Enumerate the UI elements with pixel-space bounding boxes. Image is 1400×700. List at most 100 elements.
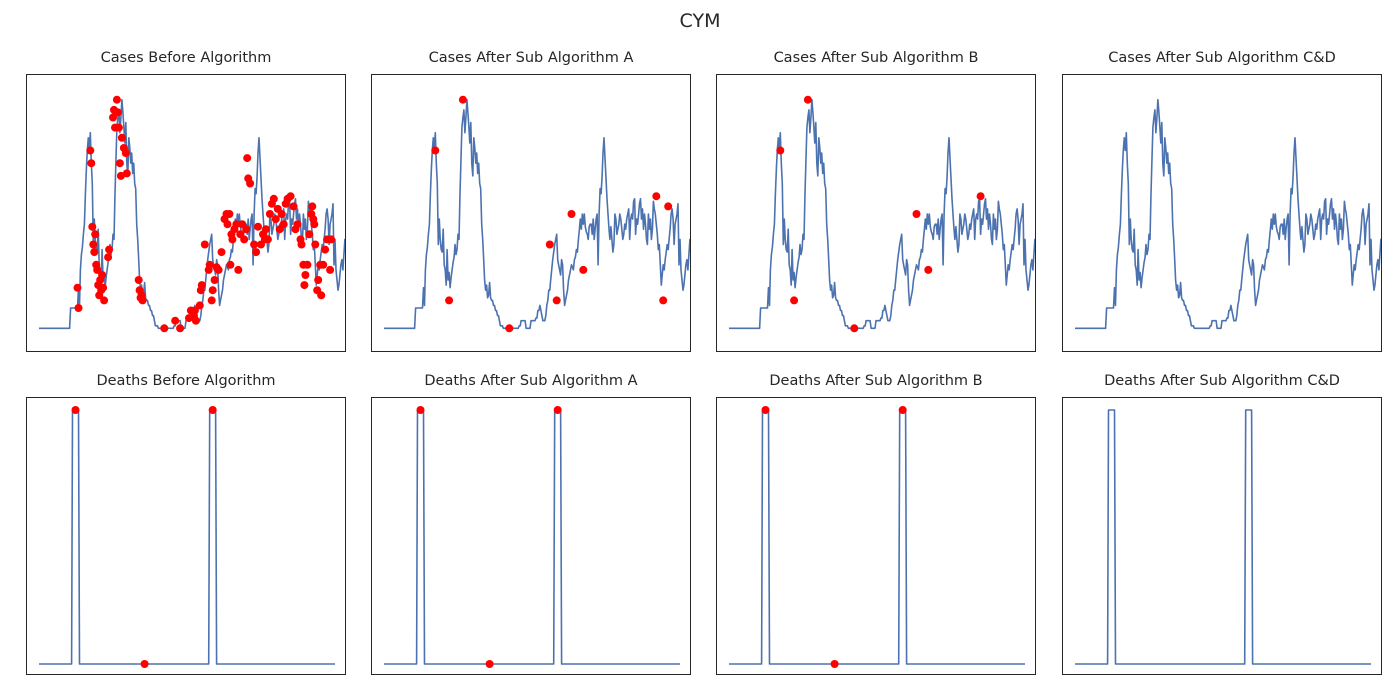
marker-point	[240, 235, 249, 244]
marker-point	[197, 281, 206, 290]
marker-point	[924, 265, 933, 274]
marker-point	[226, 260, 235, 269]
marker-point	[100, 296, 109, 305]
marker-point	[190, 306, 199, 315]
marker-point	[552, 296, 561, 305]
marker-point	[263, 235, 272, 244]
marker-point	[242, 225, 251, 234]
marker-point	[234, 265, 243, 274]
subplot-cases-3: Cases After Sub Algorithm B	[716, 50, 1036, 352]
marker-point	[246, 179, 255, 188]
marker-point	[776, 146, 785, 155]
plot-svg	[384, 95, 690, 333]
marker-point	[114, 123, 123, 132]
plot-svg	[1075, 409, 1371, 665]
marker-point	[250, 240, 259, 249]
marker-point	[317, 291, 326, 300]
marker-point	[790, 296, 799, 305]
marker-point	[314, 276, 323, 284]
marker-point	[138, 296, 147, 305]
plot-svg	[1075, 98, 1381, 330]
marker-point	[567, 210, 576, 218]
marker-point	[86, 146, 95, 155]
marker-point	[976, 192, 985, 201]
marker-point	[121, 149, 130, 157]
marker-point	[105, 245, 114, 254]
marker-point	[265, 210, 274, 218]
marker-point	[232, 220, 241, 229]
marker-point	[160, 324, 169, 333]
marker-point	[485, 660, 494, 668]
marker-point	[90, 248, 99, 257]
marker-point	[579, 265, 588, 274]
marker-point	[254, 222, 262, 231]
marker-point	[310, 220, 319, 229]
marker-point	[505, 324, 514, 333]
marker-point	[223, 220, 232, 229]
series-line	[729, 409, 1025, 665]
subplot-title: Deaths Before Algorithm	[96, 373, 276, 389]
marker-point	[269, 194, 278, 203]
marker-point	[205, 260, 214, 269]
plot-area	[26, 397, 346, 675]
marker-point	[99, 283, 108, 292]
series-line	[384, 409, 680, 665]
marker-point	[113, 108, 122, 117]
marker-point	[208, 406, 217, 414]
marker-point	[279, 220, 288, 229]
series-line	[39, 98, 345, 330]
plot-svg	[39, 95, 345, 333]
marker-point	[71, 406, 80, 414]
marker-point	[898, 406, 907, 414]
series-line	[1075, 98, 1381, 330]
marker-point	[652, 192, 661, 201]
marker-point	[88, 222, 97, 231]
subplot-title: Cases Before Algorithm	[100, 50, 272, 66]
marker-point	[191, 316, 200, 325]
marker-point	[664, 202, 673, 211]
marker-point	[301, 271, 310, 279]
marker-point	[112, 95, 121, 104]
plot-svg	[729, 406, 1025, 668]
marker-point	[659, 296, 668, 305]
marker-point	[210, 276, 219, 284]
marker-point	[98, 271, 107, 279]
figure-title: CYM	[679, 10, 721, 32]
plot-area	[716, 397, 1036, 675]
series-line	[39, 409, 335, 665]
subplot-deaths-1: Deaths Before Algorithm	[26, 373, 346, 675]
marker-point	[803, 95, 812, 104]
plot-area	[371, 397, 691, 675]
marker-point	[300, 281, 309, 290]
marker-point	[117, 133, 126, 142]
marker-point	[171, 316, 180, 325]
marker-point	[319, 260, 328, 269]
plot-area	[26, 74, 346, 352]
subplot-title: Cases After Sub Algorithm C&D	[1108, 50, 1336, 66]
marker-point	[311, 240, 320, 249]
marker-point	[326, 265, 335, 274]
plot-area	[1062, 74, 1382, 352]
subplot-deaths-4: Deaths After Sub Algorithm C&D	[1062, 373, 1382, 675]
marker-point	[89, 240, 98, 249]
marker-point	[445, 296, 454, 305]
subplot-title: Deaths After Sub Algorithm C&D	[1104, 373, 1340, 389]
subplot-title: Deaths After Sub Algorithm B	[769, 373, 983, 389]
marker-point	[458, 95, 467, 104]
marker-point	[134, 276, 143, 284]
subplot-cases-4: Cases After Sub Algorithm C&D	[1062, 50, 1382, 352]
marker-point	[109, 113, 117, 122]
marker-point	[297, 240, 306, 249]
marker-point	[293, 220, 302, 229]
marker-point	[140, 660, 149, 668]
marker-point	[271, 215, 280, 224]
marker-point	[545, 240, 554, 249]
marker-point	[289, 202, 298, 211]
marker-point	[305, 230, 314, 239]
marker-point	[225, 210, 234, 218]
marker-point	[261, 225, 270, 234]
marker-point	[208, 286, 217, 295]
marker-point	[431, 146, 440, 155]
marker-point	[277, 210, 286, 218]
series-line	[1075, 409, 1371, 665]
